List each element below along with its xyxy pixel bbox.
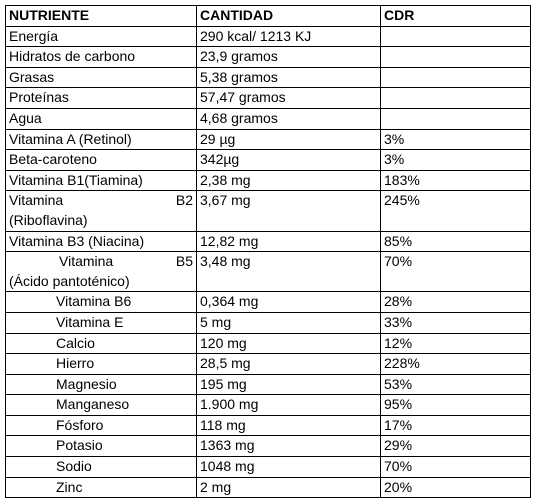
cell: Proteínas [5, 87, 197, 109]
cell: 33% [380, 311, 531, 334]
header-cell: CANTIDAD [196, 5, 381, 27]
cell: 0,364 mg [196, 291, 381, 313]
cell: 120 mg [196, 332, 381, 355]
cell: 195 mg [196, 373, 381, 396]
cell: Hidratos de carbono [5, 46, 197, 68]
cell: 2 mg [196, 476, 381, 498]
cell: Manganeso [5, 394, 197, 416]
cell: 28% [380, 291, 531, 313]
header-row: NUTRIENTE CANTIDAD CDR [5, 5, 531, 27]
cell: 290 kcal/ 1213 KJ [196, 25, 381, 48]
empty-cell [380, 25, 531, 48]
table-row: Agua 4,68 gramos [5, 107, 531, 130]
cell: 5,38 gramos [196, 66, 381, 89]
cell: Potasio [5, 435, 197, 458]
empty-cell [380, 46, 531, 68]
cell-line: (Riboflavina) [9, 211, 88, 228]
cell: 342µg [196, 149, 381, 171]
table-row: Proteínas 57,47 gramos [5, 87, 531, 109]
table-row: Energía 290 kcal/ 1213 KJ [5, 25, 531, 48]
cell: 1.900 mg [196, 394, 381, 416]
cell: Energía [5, 25, 197, 48]
cell: Fósforo [5, 414, 197, 437]
cell: 23,9 gramos [196, 46, 381, 68]
table-row: Calcio 120 mg 12% [5, 332, 531, 355]
cell-line: (Ácido pantoténico) [9, 272, 130, 289]
header-cell: NUTRIENTE [5, 5, 197, 27]
table-row: Vitamina B6 0,364 mg 28% [5, 291, 531, 313]
table-row: Vitamina A (Retinol) 29 µg 3% [5, 128, 531, 151]
cell: 5 mg [196, 311, 381, 334]
cell: 17% [380, 414, 531, 437]
cell: 29% [380, 435, 531, 458]
table-row: Hierro 28,5 mg 228% [5, 353, 531, 375]
cell: 4,68 gramos [196, 107, 381, 130]
cell: 1363 mg [196, 435, 381, 458]
empty-cell [380, 66, 531, 89]
cell-line: Vitamina B2 [9, 192, 193, 209]
cell: 245% [380, 190, 531, 232]
table-row: Magnesio 195 mg 53% [5, 373, 531, 396]
cell: Vitamina E [5, 311, 197, 334]
table-row: Grasas 5,38 gramos [5, 66, 531, 89]
table-row: Beta-caroteno 342µg 3% [5, 149, 531, 171]
cell: Vitamina B5 (Ácido pantoténico) [5, 251, 197, 293]
cell: Vitamina B3 (Niacina) [5, 230, 197, 253]
table-row: Vitamina B1(Tiamina) 2,38 mg 183% [5, 169, 531, 192]
cell: Grasas [5, 66, 197, 89]
cell: 95% [380, 394, 531, 416]
cell: Vitamina B2 (Riboflavina) [5, 190, 197, 232]
cell: Vitamina B6 [5, 291, 197, 313]
page: NUTRIENTE CANTIDAD CDR Energía 290 kcal/ … [5, 5, 531, 498]
cell: 183% [380, 169, 531, 192]
cell: 12,82 mg [196, 230, 381, 253]
cell: Vitamina B1(Tiamina) [5, 169, 197, 192]
table-row: Vitamina B2 (Riboflavina) 3,67 mg 245% [5, 190, 531, 232]
table-row: Fósforo 118 mg 17% [5, 414, 531, 437]
cell-line: Vitamina B5 [59, 253, 193, 270]
empty-cell [380, 107, 531, 130]
cell: 29 µg [196, 128, 381, 151]
cell: Calcio [5, 332, 197, 355]
cell: 228% [380, 353, 531, 375]
header-cell: CDR [380, 5, 531, 27]
cell: Agua [5, 107, 197, 130]
cell: 53% [380, 373, 531, 396]
cell: 2,38 mg [196, 169, 381, 192]
table-row: Vitamina B5 (Ácido pantoténico) 3,48 mg 70% [5, 251, 531, 293]
cell: Sodio [5, 456, 197, 478]
table-row: Sodio 1048 mg 70% [5, 456, 531, 478]
cell: 3% [380, 128, 531, 151]
table-row: Potasio 1363 mg 29% [5, 435, 531, 458]
cell: 3% [380, 149, 531, 171]
cell: 70% [380, 251, 531, 293]
cell: Magnesio [5, 373, 197, 396]
cell: 12% [380, 332, 531, 355]
cell: Vitamina A (Retinol) [5, 128, 197, 151]
cell: 57,47 gramos [196, 87, 381, 109]
table-row: Manganeso 1.900 mg 95% [5, 394, 531, 416]
cell: 3,48 mg [196, 251, 381, 293]
table-row: Zinc 2 mg 20% [5, 476, 531, 498]
cell: 20% [380, 476, 531, 498]
cell: 28,5 mg [196, 353, 381, 375]
cell: Beta-caroteno [5, 149, 197, 171]
cell: Hierro [5, 353, 197, 375]
nutrition-table: NUTRIENTE CANTIDAD CDR Energía 290 kcal/ … [5, 5, 531, 498]
cell: Zinc [5, 476, 197, 498]
table-row: Vitamina B3 (Niacina) 12,82 mg 85% [5, 230, 531, 253]
cell: 3,67 mg [196, 190, 381, 232]
table-body: Energía 290 kcal/ 1213 KJ Hidratos de carb… [5, 25, 531, 498]
cell: 85% [380, 230, 531, 253]
empty-cell [380, 87, 531, 109]
cell: 70% [380, 456, 531, 478]
cell: 1048 mg [196, 456, 381, 478]
cell: 118 mg [196, 414, 381, 437]
table-row: Hidratos de carbono 23,9 gramos [5, 46, 531, 68]
